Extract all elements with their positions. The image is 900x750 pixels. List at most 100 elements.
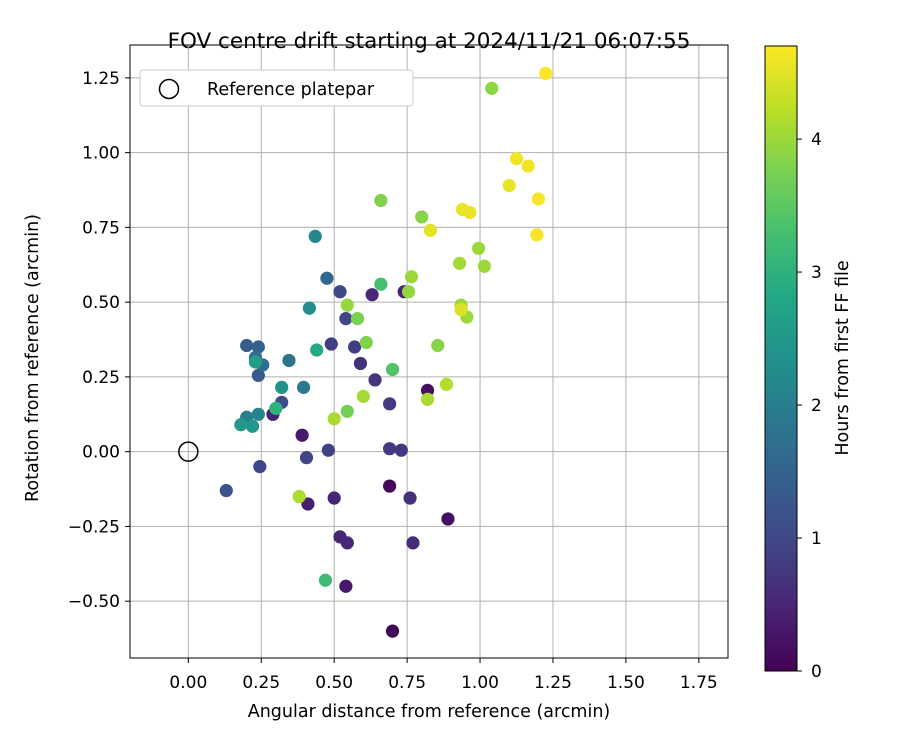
data-point xyxy=(245,419,260,433)
data-point xyxy=(406,536,420,550)
data-point xyxy=(423,223,438,237)
data-point xyxy=(471,241,486,255)
x-tick-label: 0.75 xyxy=(388,673,426,693)
reference-platepar-marker xyxy=(178,441,199,462)
data-point xyxy=(454,303,468,317)
data-point xyxy=(509,152,524,166)
colorbar-tick-label: 0 xyxy=(811,662,822,682)
data-point xyxy=(340,536,354,550)
data-point xyxy=(431,338,445,353)
data-point xyxy=(477,259,492,273)
data-point xyxy=(383,479,397,493)
data-point xyxy=(292,489,306,504)
data-point xyxy=(463,205,477,220)
data-point xyxy=(420,392,435,406)
colorbar: 0 1 2 3 4 Hours from first FF file xyxy=(764,45,853,682)
x-tick-label: 1.00 xyxy=(461,673,499,693)
data-point xyxy=(539,66,553,81)
data-point xyxy=(340,298,354,312)
y-tick-label: 1.00 xyxy=(82,144,120,164)
colorbar-tick-label: 1 xyxy=(811,529,822,549)
data-point xyxy=(327,491,341,505)
data-point xyxy=(275,380,289,394)
data-point xyxy=(324,337,338,351)
y-tick-label: −0.50 xyxy=(68,592,120,612)
data-point xyxy=(485,81,499,95)
data-point xyxy=(251,368,265,383)
data-point xyxy=(251,407,265,421)
data-point xyxy=(404,270,419,284)
data-point xyxy=(320,271,334,285)
data-point xyxy=(441,512,455,526)
plot-frame xyxy=(129,44,729,659)
data-point xyxy=(339,579,353,593)
data-point xyxy=(374,277,388,291)
legend-open-circle-icon xyxy=(158,78,180,100)
y-tick-label: 0.50 xyxy=(82,293,120,313)
data-point xyxy=(333,285,347,299)
data-point xyxy=(502,178,516,193)
x-tick-label: 0.00 xyxy=(169,673,207,693)
data-point xyxy=(353,356,368,371)
data-point xyxy=(321,443,335,457)
data-point xyxy=(240,338,254,353)
data-point xyxy=(394,443,408,457)
y-axis-ticks: −0.50 −0.25 0.00 0.25 0.50 0.75 1.00 1.25 xyxy=(68,69,130,612)
data-point xyxy=(521,159,535,173)
data-point xyxy=(374,193,388,208)
data-point xyxy=(359,335,373,350)
colorbar-gradient xyxy=(764,45,798,672)
data-point xyxy=(295,428,309,442)
chart-title: FOV centre drift starting at 2024/11/21 … xyxy=(168,29,691,54)
data-point xyxy=(348,340,362,354)
legend-box xyxy=(139,69,414,107)
data-point xyxy=(327,412,341,426)
x-tick-label: 0.50 xyxy=(315,673,353,693)
grid-lines xyxy=(130,45,728,658)
data-point xyxy=(356,389,370,403)
data-point xyxy=(296,380,311,394)
y-tick-label: 1.25 xyxy=(82,69,120,89)
colorbar-label: Hours from first FF file xyxy=(833,260,853,455)
data-point xyxy=(302,301,316,315)
data-point xyxy=(401,285,416,299)
data-point xyxy=(299,451,314,465)
data-point xyxy=(340,404,354,418)
data-point xyxy=(350,312,365,326)
colorbar-ticks: 0 1 2 3 4 xyxy=(797,130,822,682)
data-point xyxy=(383,442,397,456)
data-point xyxy=(248,355,263,369)
data-point xyxy=(318,573,333,587)
x-tick-label: 1.75 xyxy=(680,673,718,693)
data-point xyxy=(310,343,324,357)
data-point xyxy=(383,397,397,411)
legend: Reference platepar xyxy=(139,69,414,107)
y-tick-label: 0.00 xyxy=(82,443,120,463)
data-points xyxy=(219,66,553,638)
colorbar-tick-label: 4 xyxy=(811,130,822,150)
data-point xyxy=(385,362,400,377)
x-axis-ticks: 0.00 0.25 0.50 0.75 1.00 1.25 1.50 1.75 xyxy=(169,658,718,693)
x-tick-label: 1.50 xyxy=(607,673,645,693)
data-point xyxy=(385,624,400,638)
data-point xyxy=(301,497,315,511)
data-point xyxy=(531,192,545,206)
data-point xyxy=(253,460,267,474)
x-tick-label: 0.25 xyxy=(242,673,280,693)
data-point xyxy=(269,401,283,415)
data-point xyxy=(403,491,417,505)
x-tick-label: 1.25 xyxy=(534,673,572,693)
data-point xyxy=(339,312,353,326)
data-point xyxy=(368,373,382,387)
data-point xyxy=(453,256,467,270)
y-tick-label: 0.25 xyxy=(82,368,120,388)
colorbar-tick-label: 3 xyxy=(811,263,822,283)
y-axis-label: Rotation from reference (arcmin) xyxy=(23,214,43,502)
legend-label: Reference platepar xyxy=(207,80,375,100)
colorbar-tick-label: 2 xyxy=(811,396,822,416)
data-point xyxy=(234,418,248,432)
y-tick-label: −0.25 xyxy=(68,517,120,537)
data-point xyxy=(365,288,379,302)
data-point xyxy=(282,353,296,368)
